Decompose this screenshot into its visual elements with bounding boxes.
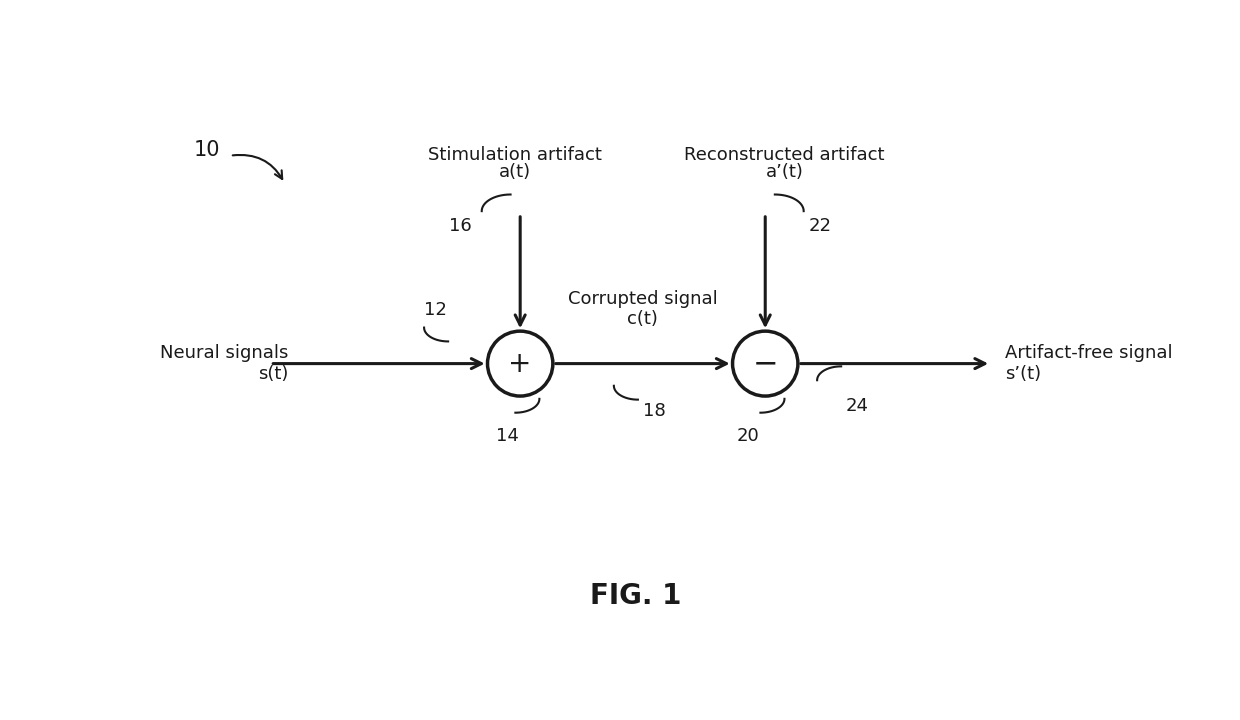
Text: +: + bbox=[508, 350, 532, 377]
Text: 16: 16 bbox=[449, 217, 472, 235]
Text: 12: 12 bbox=[424, 301, 446, 319]
Text: 10: 10 bbox=[193, 140, 221, 160]
Text: −: − bbox=[753, 349, 777, 378]
Text: 14: 14 bbox=[496, 426, 520, 444]
FancyArrowPatch shape bbox=[233, 155, 283, 179]
Text: 18: 18 bbox=[642, 402, 666, 420]
Text: Artifact-free signal
s’(t): Artifact-free signal s’(t) bbox=[1006, 344, 1173, 383]
Ellipse shape bbox=[733, 331, 797, 396]
Text: a’(t): a’(t) bbox=[765, 163, 804, 181]
Text: Reconstructed artifact: Reconstructed artifact bbox=[684, 146, 884, 164]
Text: Neural signals
s(t): Neural signals s(t) bbox=[160, 344, 288, 383]
Text: 20: 20 bbox=[737, 426, 759, 444]
Text: c(t): c(t) bbox=[627, 310, 658, 328]
Text: 24: 24 bbox=[846, 397, 869, 415]
Text: Stimulation artifact: Stimulation artifact bbox=[429, 146, 603, 164]
Ellipse shape bbox=[487, 331, 553, 396]
Text: 22: 22 bbox=[808, 217, 832, 235]
Text: a(t): a(t) bbox=[500, 163, 532, 181]
Text: Corrupted signal: Corrupted signal bbox=[568, 290, 718, 308]
Text: FIG. 1: FIG. 1 bbox=[590, 582, 681, 611]
